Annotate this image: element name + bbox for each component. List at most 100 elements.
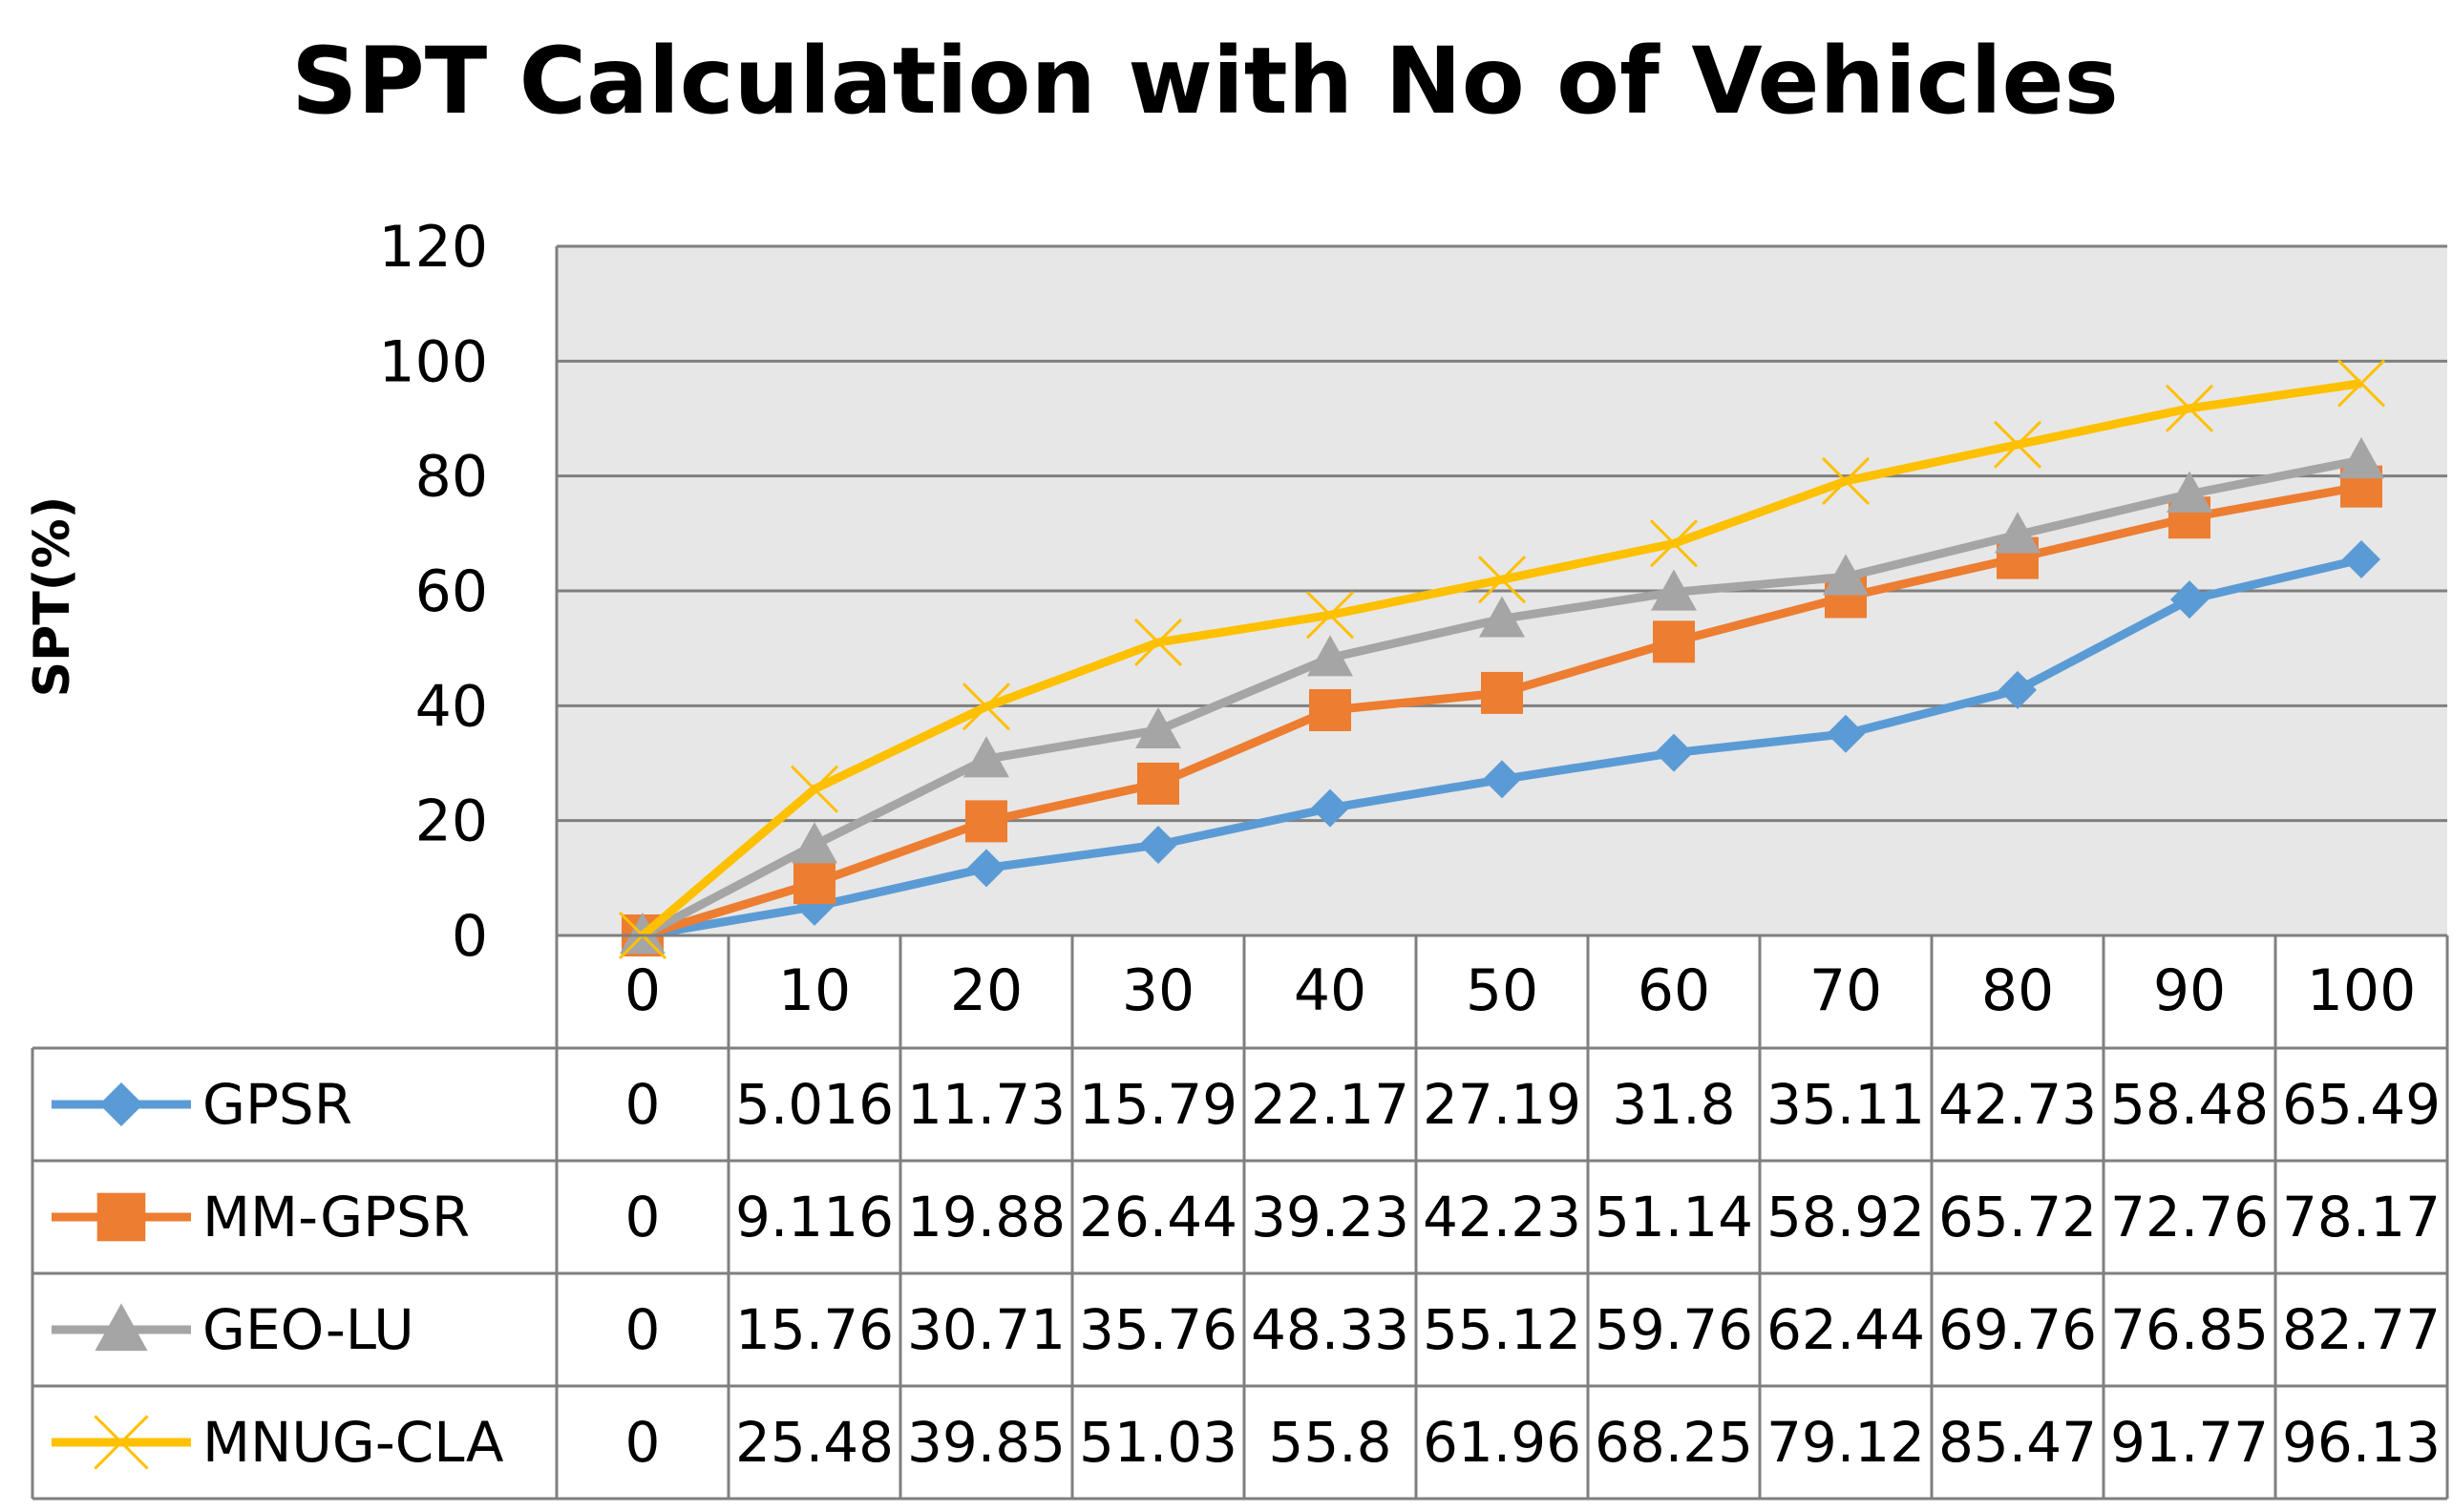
point-mnug-cla bbox=[1133, 618, 1183, 667]
table-cell: 91.77 bbox=[2110, 1410, 2269, 1475]
point-mnug-cla bbox=[2337, 359, 2386, 408]
x-tick-label: 70 bbox=[1809, 957, 1882, 1024]
table-cell: 30.71 bbox=[907, 1297, 1066, 1362]
table-cell: 22.17 bbox=[1251, 1072, 1409, 1137]
table-cell: 27.19 bbox=[1423, 1072, 1581, 1137]
table-cell: 15.79 bbox=[1079, 1072, 1237, 1137]
x-tick-label: 50 bbox=[1466, 957, 1538, 1024]
chart-title: SPT Calculation with No of Vehicles bbox=[291, 28, 2119, 135]
x-tick-label: 10 bbox=[778, 957, 851, 1024]
y-tick-label: 120 bbox=[378, 214, 488, 281]
table-cell: 15.76 bbox=[735, 1297, 894, 1362]
series-mm-gpsr bbox=[622, 465, 2382, 956]
point-gpsr bbox=[1483, 760, 1521, 799]
table-cell: 58.92 bbox=[1766, 1185, 1925, 1250]
y-tick-label: 0 bbox=[452, 903, 488, 970]
point-gpsr bbox=[1655, 733, 1693, 772]
y-axis-label: SPT(%) bbox=[24, 496, 81, 698]
table-cell: 48.33 bbox=[1251, 1297, 1409, 1362]
point-gpsr bbox=[1827, 714, 1865, 753]
table-cell: 62.44 bbox=[1766, 1297, 1925, 1362]
series-geo-lu bbox=[620, 437, 2384, 955]
table-cell: 39.85 bbox=[907, 1410, 1066, 1475]
point-gpsr bbox=[1311, 788, 1349, 828]
point-mnug-cla bbox=[1649, 519, 1699, 568]
table-cell: 39.23 bbox=[1251, 1185, 1409, 1250]
point-geo-lu bbox=[1823, 554, 1869, 596]
table-cell: 55.8 bbox=[1268, 1410, 1391, 1475]
point-mnug-cla bbox=[1305, 591, 1355, 640]
table-cell: 58.48 bbox=[2110, 1072, 2269, 1137]
table-cell: 35.76 bbox=[1079, 1297, 1237, 1362]
point-geo-lu bbox=[2167, 471, 2212, 513]
legend-label: GEO-LU bbox=[202, 1297, 414, 1362]
table-cell: 19.88 bbox=[907, 1185, 1066, 1250]
legend-label: MNUG-CLA bbox=[202, 1410, 504, 1475]
point-mnug-cla bbox=[1821, 456, 1871, 506]
table-cell: 65.49 bbox=[2282, 1072, 2441, 1137]
point-mnug-cla bbox=[962, 682, 1011, 731]
x-tick-label: 80 bbox=[1981, 957, 2054, 1024]
point-geo-lu bbox=[2338, 437, 2384, 479]
series-mnug-cla bbox=[618, 359, 2386, 960]
point-geo-lu bbox=[963, 736, 1009, 778]
table-cell: 5.016 bbox=[735, 1072, 894, 1137]
x-tick-label: 40 bbox=[1294, 957, 1366, 1024]
point-geo-lu bbox=[1651, 569, 1697, 611]
table-cell: 11.73 bbox=[907, 1072, 1066, 1137]
table-cell: 68.25 bbox=[1595, 1410, 1753, 1475]
x-tick-label: 100 bbox=[2307, 957, 2417, 1024]
table-cell: 25.48 bbox=[735, 1410, 894, 1475]
point-mm-gpsr bbox=[793, 862, 835, 905]
point-geo-lu bbox=[1307, 635, 1353, 677]
table-cell: 59.76 bbox=[1595, 1297, 1753, 1362]
table-cell: 72.76 bbox=[2110, 1185, 2269, 1250]
table-row-geo-lu: GEO-LU 0 15.76 30.71 35.76 48.33 55.12 59.76 62.… bbox=[52, 1297, 2441, 1362]
table-row-mm-gpsr: MM-GPSR 0 9.116 19.88 26.44 39.23 42.23 51.14 58… bbox=[52, 1185, 2441, 1250]
table-cell: 0 bbox=[625, 1072, 661, 1137]
point-gpsr bbox=[967, 849, 1005, 888]
table-cell: 0 bbox=[625, 1410, 661, 1475]
table-cell: 0 bbox=[625, 1297, 661, 1362]
legend-marker bbox=[95, 1303, 148, 1352]
x-tick-label: 0 bbox=[624, 957, 661, 1024]
point-gpsr bbox=[1998, 670, 2037, 709]
table-cell: 61.96 bbox=[1423, 1410, 1581, 1475]
legend-marker bbox=[94, 1415, 149, 1470]
y-tick-label: 100 bbox=[378, 328, 488, 395]
point-mnug-cla bbox=[790, 765, 839, 813]
x-tick-label: 30 bbox=[1122, 957, 1195, 1024]
table-cell: 51.03 bbox=[1079, 1410, 1237, 1475]
x-tick-label: 60 bbox=[1638, 957, 1710, 1024]
point-mm-gpsr bbox=[1481, 671, 1523, 714]
point-mm-gpsr bbox=[1653, 620, 1695, 663]
y-tick-label: 80 bbox=[415, 444, 488, 511]
point-mm-gpsr bbox=[1309, 688, 1351, 731]
point-mnug-cla bbox=[1477, 556, 1527, 604]
table-cell: 51.14 bbox=[1595, 1185, 1753, 1250]
table-cell: 76.85 bbox=[2110, 1297, 2269, 1362]
table-cell: 78.17 bbox=[2282, 1185, 2441, 1250]
point-mnug-cla bbox=[1993, 420, 2042, 469]
table-cell: 85.47 bbox=[1938, 1410, 2097, 1475]
table-cell: 55.12 bbox=[1423, 1297, 1581, 1362]
legend-marker bbox=[99, 1082, 143, 1126]
table-cell: 0 bbox=[625, 1185, 661, 1250]
legend-label: GPSR bbox=[202, 1072, 352, 1137]
table-cell: 96.13 bbox=[2282, 1410, 2441, 1475]
point-mnug-cla bbox=[2165, 384, 2214, 432]
point-gpsr bbox=[1139, 825, 1177, 864]
point-geo-lu bbox=[1995, 512, 2041, 554]
table-cell: 26.44 bbox=[1079, 1185, 1237, 1250]
point-gpsr bbox=[2170, 580, 2209, 620]
legend-marker bbox=[96, 1192, 146, 1242]
point-geo-lu bbox=[1479, 596, 1525, 638]
y-tick-label: 20 bbox=[415, 788, 488, 855]
legend-label: MM-GPSR bbox=[202, 1185, 470, 1250]
table-cell: 79.12 bbox=[1766, 1410, 1925, 1475]
table-row-gpsr: GPSR 0 5.016 11.73 15.79 22.17 27.19 31.8 35.11 4… bbox=[52, 1072, 2441, 1137]
point-mm-gpsr bbox=[965, 800, 1007, 843]
table-cell: 31.8 bbox=[1612, 1072, 1735, 1137]
table-row-mnug-cla: MNUG-CLA 0 25.48 39.85 51.03 55.8 61.96 68.25 79… bbox=[52, 1410, 2441, 1475]
